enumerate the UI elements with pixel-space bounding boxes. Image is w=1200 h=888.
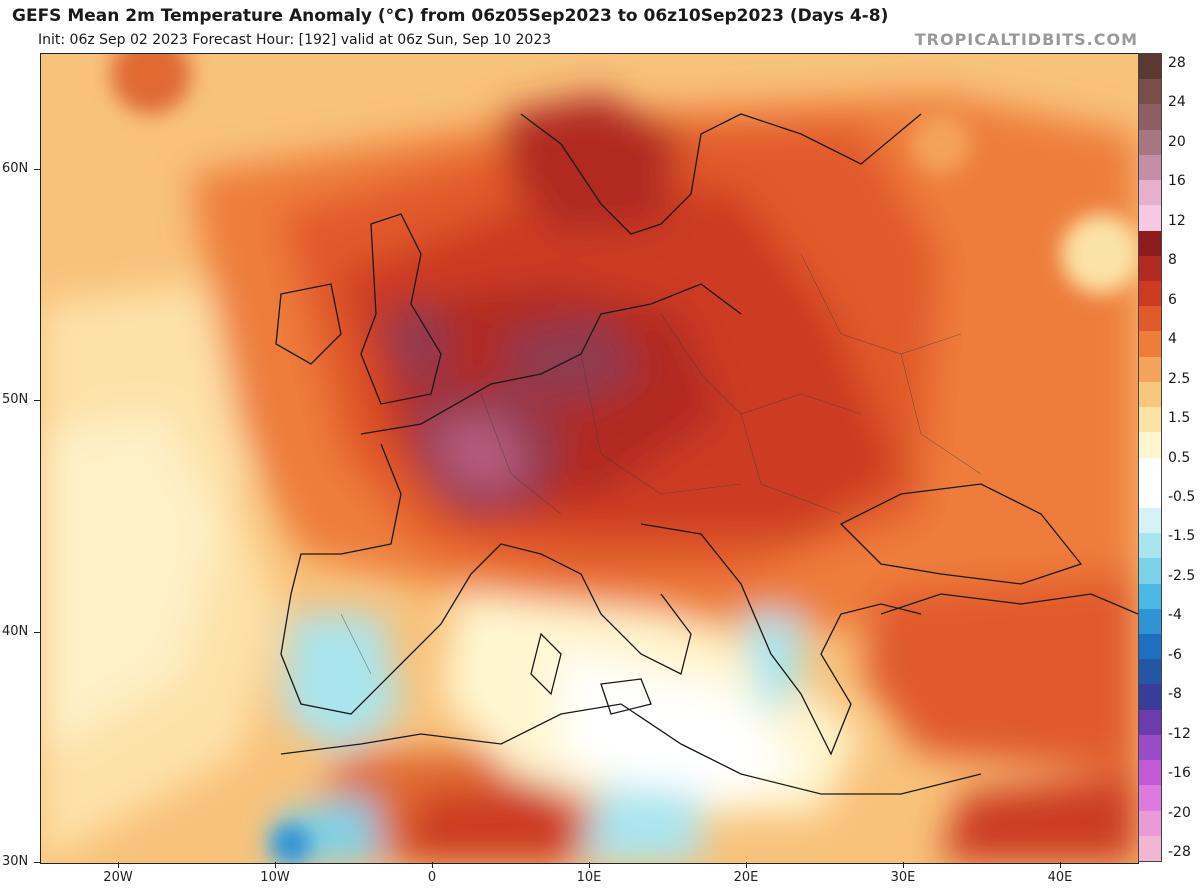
country-borders <box>340 253 982 675</box>
colorbar-swatch <box>1139 129 1161 155</box>
anomaly-detail <box>111 54 1138 863</box>
scandinavia-coast <box>520 113 922 235</box>
lon-tick <box>118 862 119 868</box>
colorbar-label: -2.5 <box>1168 567 1196 584</box>
colorbar-swatch <box>1139 356 1161 382</box>
colorbar-swatch <box>1139 785 1161 811</box>
colorbar-label: -6 <box>1168 646 1182 663</box>
colorbar-swatch <box>1139 684 1161 710</box>
colorbar-swatch <box>1139 457 1161 483</box>
lon-tick <box>903 862 904 868</box>
colorbar-swatch <box>1139 558 1161 584</box>
colorbar-label: 1.5 <box>1168 410 1191 427</box>
anomaly-map-svg <box>41 54 1138 863</box>
lon-tick <box>589 862 590 868</box>
lat-tick <box>34 862 40 863</box>
iberia-france-coast <box>280 443 692 715</box>
colorbar-swatch <box>1139 79 1161 105</box>
lon-tick <box>432 862 433 868</box>
colorbar-swatch <box>1139 810 1161 836</box>
colorbar-swatch <box>1139 482 1161 508</box>
sicily-outline <box>600 678 652 715</box>
colorbar-label: 28 <box>1168 55 1186 71</box>
lat-label-40n: 40N <box>2 624 29 639</box>
lat-tick <box>34 400 40 401</box>
ireland-outline <box>275 283 342 365</box>
colorbar-label: -1.5 <box>1168 528 1196 545</box>
colorbar-swatch <box>1139 709 1161 735</box>
colorbar <box>1138 53 1162 862</box>
north-africa-coast <box>280 703 982 795</box>
colorbar-label: -0.5 <box>1168 488 1196 505</box>
colorbar-label: 2.5 <box>1168 370 1191 387</box>
lon-label-20e: 20E <box>733 870 759 885</box>
lat-label-50n: 50N <box>2 392 29 407</box>
colorbar-swatch <box>1139 180 1161 206</box>
source-watermark: TROPICALTIDBITS.COM <box>914 30 1138 49</box>
colorbar-swatch <box>1139 54 1161 80</box>
colorbar-swatch <box>1139 835 1161 861</box>
colorbar-label: -16 <box>1168 765 1191 782</box>
colorbar-label: 24 <box>1168 94 1186 111</box>
balkan-coast <box>640 523 922 756</box>
colorbar-label: -4 <box>1168 607 1182 624</box>
colorbar-label: -8 <box>1168 686 1182 703</box>
colorbar-label: 6 <box>1168 291 1177 308</box>
great-britain-outline <box>360 213 442 405</box>
colorbar-swatch <box>1139 432 1161 458</box>
lon-label-20w: 20W <box>103 870 133 885</box>
colorbar-swatch <box>1139 104 1161 130</box>
colorbar-swatch <box>1139 255 1161 281</box>
colorbar-swatch <box>1139 507 1161 534</box>
colorbar-swatch <box>1139 659 1161 685</box>
colorbar-label: 8 <box>1168 252 1177 269</box>
colorbar-swatch <box>1139 280 1161 307</box>
colorbar-swatch <box>1139 407 1161 433</box>
colorbar-swatch <box>1139 734 1161 761</box>
lon-label-0: 0 <box>427 870 437 885</box>
anomaly-field <box>41 94 1138 863</box>
lon-label-40e: 40E <box>1047 870 1073 885</box>
lon-label-10w: 10W <box>260 870 290 885</box>
colorbar-label: -28 <box>1168 844 1191 860</box>
lon-tick <box>1060 862 1061 868</box>
colorbar-swatch <box>1139 760 1161 786</box>
colorbar-swatch <box>1139 533 1161 559</box>
black-sea-south-coast <box>880 593 1138 615</box>
colorbar-swatch <box>1139 608 1161 635</box>
lat-label-30n: 30N <box>2 854 29 869</box>
lat-tick <box>34 169 40 170</box>
colorbar-swatch <box>1139 583 1161 609</box>
colorbar-swatch <box>1139 331 1161 357</box>
colorbar-label: 0.5 <box>1168 449 1191 466</box>
coastlines <box>275 113 1138 795</box>
lon-label-30e: 30E <box>890 870 916 885</box>
map-title: GEFS Mean 2m Temperature Anomaly (°C) fr… <box>12 6 889 26</box>
sardinia-corsica-outline <box>530 632 562 696</box>
black-sea-outline <box>839 483 1083 585</box>
colorbar-label: 16 <box>1168 173 1186 190</box>
colorbar-label: 20 <box>1168 133 1186 150</box>
colorbar-swatch <box>1139 230 1161 256</box>
lat-label-60n: 60N <box>2 161 29 176</box>
colorbar-swatch <box>1139 634 1161 660</box>
anomaly-map <box>40 53 1139 864</box>
colorbar-label: -20 <box>1168 804 1191 821</box>
lon-tick <box>746 862 747 868</box>
map-subtitle: Init: 06z Sep 02 2023 Forecast Hour: [19… <box>38 32 552 48</box>
colorbar-label: 12 <box>1168 212 1186 229</box>
colorbar-swatch <box>1139 205 1161 231</box>
lon-label-10e: 10E <box>576 870 602 885</box>
colorbar-swatch <box>1139 306 1161 332</box>
lon-tick <box>275 862 276 868</box>
colorbar-swatch <box>1139 381 1161 408</box>
colorbar-label: -12 <box>1168 725 1191 742</box>
colorbar-swatch <box>1139 154 1161 181</box>
colorbar-label: 4 <box>1168 331 1177 348</box>
lat-tick <box>34 632 40 633</box>
